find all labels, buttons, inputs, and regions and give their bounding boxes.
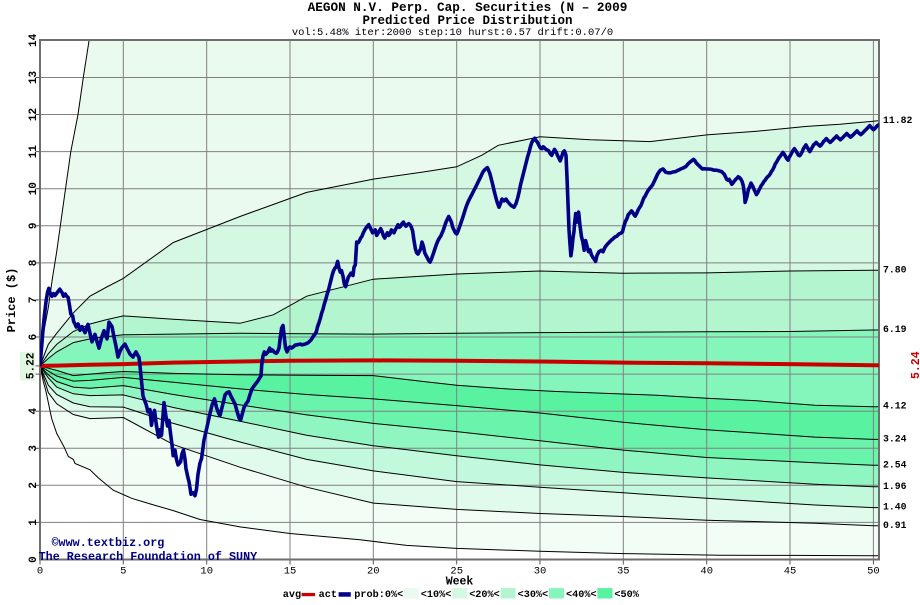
svg-text:<40%<: <40%< <box>566 590 597 600</box>
svg-text:©www.textbiz.org: ©www.textbiz.org <box>52 536 165 550</box>
svg-text:9: 9 <box>28 222 40 229</box>
svg-text:2: 2 <box>28 482 40 489</box>
svg-text:50: 50 <box>867 565 880 577</box>
svg-text:0.91: 0.91 <box>883 520 907 531</box>
svg-text:8: 8 <box>28 259 40 266</box>
svg-text:15: 15 <box>284 565 297 577</box>
svg-text:10: 10 <box>28 182 40 195</box>
svg-text:13: 13 <box>28 71 40 85</box>
svg-text:avg: avg <box>283 590 301 600</box>
svg-text:The Research Foundation of SUN: The Research Foundation of SUNY <box>39 550 259 564</box>
svg-text:1: 1 <box>28 519 40 526</box>
svg-text:0: 0 <box>37 565 43 577</box>
svg-text:7: 7 <box>28 297 40 304</box>
svg-text:7.80: 7.80 <box>883 264 907 275</box>
svg-text:5.24: 5.24 <box>910 351 920 379</box>
svg-text:<50%: <50% <box>614 590 639 600</box>
svg-text:<30%<: <30%< <box>518 590 549 600</box>
svg-text:6: 6 <box>28 334 40 341</box>
svg-text:25: 25 <box>450 565 463 577</box>
svg-text:Price ($): Price ($) <box>5 268 19 333</box>
svg-text:14: 14 <box>28 33 40 47</box>
svg-text:Week: Week <box>446 576 474 589</box>
svg-text:6.19: 6.19 <box>883 324 907 335</box>
svg-text:<20%<: <20%< <box>469 590 500 600</box>
svg-text:0: 0 <box>28 556 40 563</box>
svg-text:3: 3 <box>28 445 40 452</box>
svg-text:prob:0%<: prob:0%< <box>354 589 403 600</box>
svg-text:1.40: 1.40 <box>883 502 907 513</box>
svg-text:AEGON N.V. Perp. Cap. Securiti: AEGON N.V. Perp. Cap. Securities (N – 20… <box>308 0 628 15</box>
svg-text:Predicted Price Distribution: Predicted Price Distribution <box>362 14 572 28</box>
svg-text:5: 5 <box>120 565 126 577</box>
svg-text:4: 4 <box>28 408 40 415</box>
svg-text:<10%<: <10%< <box>421 590 452 600</box>
svg-text:3.24: 3.24 <box>883 433 907 444</box>
svg-text:35: 35 <box>617 565 630 577</box>
svg-text:12: 12 <box>28 108 40 121</box>
svg-text:11: 11 <box>28 145 40 159</box>
svg-text:act: act <box>319 590 337 600</box>
svg-text:20: 20 <box>367 565 380 577</box>
svg-text:30: 30 <box>534 565 547 577</box>
svg-text:2.54: 2.54 <box>883 459 907 470</box>
svg-text:45: 45 <box>784 565 797 577</box>
svg-text:10: 10 <box>200 565 213 577</box>
svg-text:vol:5.48% iter:2000 step:10 hu: vol:5.48% iter:2000 step:10 hurst:0.57 d… <box>292 27 613 39</box>
svg-text:11.82: 11.82 <box>883 115 913 126</box>
svg-text:4.12: 4.12 <box>883 401 907 412</box>
svg-text:1.96: 1.96 <box>883 481 907 492</box>
svg-text:40: 40 <box>700 565 713 577</box>
svg-text:5.22: 5.22 <box>26 353 38 379</box>
